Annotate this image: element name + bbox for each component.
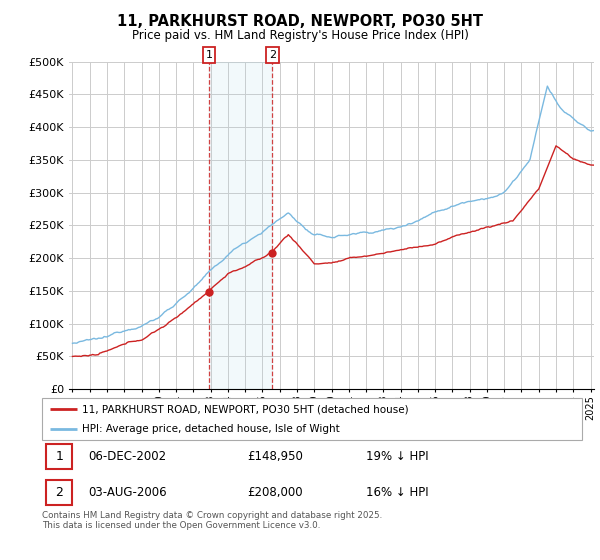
Text: 2: 2	[269, 50, 276, 60]
Text: Contains HM Land Registry data © Crown copyright and database right 2025.
This d: Contains HM Land Registry data © Crown c…	[42, 511, 382, 530]
Text: Price paid vs. HM Land Registry's House Price Index (HPI): Price paid vs. HM Land Registry's House …	[131, 29, 469, 42]
Text: 1: 1	[206, 50, 212, 60]
Text: 19% ↓ HPI: 19% ↓ HPI	[366, 450, 428, 463]
FancyBboxPatch shape	[42, 398, 582, 440]
FancyBboxPatch shape	[46, 444, 72, 469]
Text: 11, PARKHURST ROAD, NEWPORT, PO30 5HT (detached house): 11, PARKHURST ROAD, NEWPORT, PO30 5HT (d…	[83, 404, 409, 414]
Text: £148,950: £148,950	[247, 450, 303, 463]
Text: 1: 1	[55, 450, 63, 463]
Text: 06-DEC-2002: 06-DEC-2002	[88, 450, 166, 463]
Text: £208,000: £208,000	[247, 486, 303, 499]
Bar	[209, 62, 272, 389]
Text: 2: 2	[55, 486, 63, 499]
Text: 03-AUG-2006: 03-AUG-2006	[88, 486, 167, 499]
FancyBboxPatch shape	[46, 480, 72, 505]
Text: 11, PARKHURST ROAD, NEWPORT, PO30 5HT: 11, PARKHURST ROAD, NEWPORT, PO30 5HT	[117, 14, 483, 29]
Text: HPI: Average price, detached house, Isle of Wight: HPI: Average price, detached house, Isle…	[83, 424, 340, 433]
Text: 16% ↓ HPI: 16% ↓ HPI	[366, 486, 428, 499]
